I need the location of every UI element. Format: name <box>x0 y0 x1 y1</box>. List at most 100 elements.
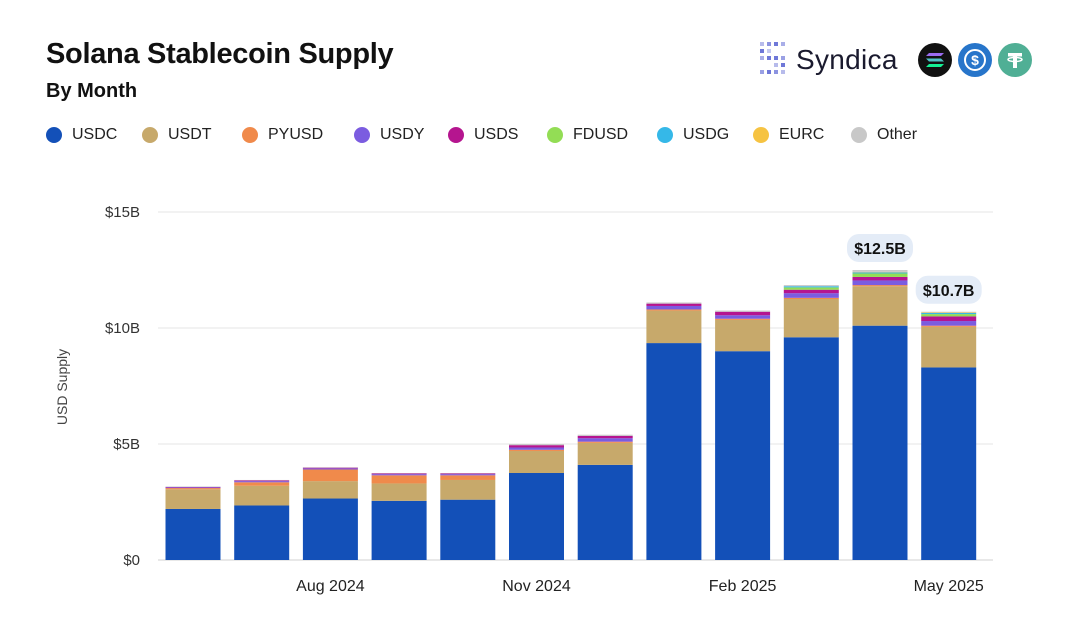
bar-segment-usdt <box>509 450 564 473</box>
usdc-coin-icon: $ <box>957 43 992 77</box>
bar-stack-6 <box>509 444 564 560</box>
bar-segment-usds <box>509 445 564 448</box>
x-tick-label: Nov 2024 <box>502 578 571 595</box>
legend-label: USDT <box>168 126 212 143</box>
y-tick-label: $0 <box>123 552 140 569</box>
bar-stack-9 <box>715 310 771 560</box>
tether-coin-icon <box>997 43 1032 77</box>
legend-item-usds[interactable]: USDS <box>448 126 547 144</box>
chart-subtitle: By Month <box>46 80 138 102</box>
total-annotation: $12.5B <box>847 234 913 262</box>
bar-segment-usdy <box>646 305 702 310</box>
bar-segment-usdt <box>646 310 702 344</box>
grid-lines <box>158 211 993 561</box>
bar-segment-usds <box>783 289 839 294</box>
chart-legend: USDC USDT PYUSD USDY USDS FDUSD USDG EURC Other <box>46 126 931 144</box>
legend-swatch <box>354 127 370 143</box>
bar-segment-other <box>577 434 633 436</box>
annotations: $12.5B $10.7B <box>847 234 982 304</box>
legend-swatch <box>657 127 673 143</box>
y-tick-label: $10B <box>105 320 140 337</box>
bar-segment-usdy <box>921 321 977 326</box>
legend-item-usdc[interactable]: USDC <box>46 126 142 144</box>
bar-segment-usdg <box>852 272 908 274</box>
bar-segment-pyusd <box>921 325 977 327</box>
legend-item-fdusd[interactable]: FDUSD <box>547 126 657 144</box>
bar-segment-pyusd <box>302 469 358 482</box>
legend-item-usdy[interactable]: USDY <box>354 126 448 144</box>
bar-segment-fdusd <box>783 287 839 290</box>
bar-segment-usdc <box>921 367 977 560</box>
bar-segment-usdc <box>509 473 564 560</box>
bar-segment-usdt <box>715 319 771 352</box>
bar-segment-pyusd <box>852 285 908 287</box>
legend-label: FDUSD <box>573 126 629 143</box>
bar-segment-usdt <box>302 481 358 499</box>
bar-segment-usdy <box>371 474 427 476</box>
svg-text:$: $ <box>971 52 979 68</box>
bar-segment-usdt <box>921 326 977 368</box>
bar-segment-usdy <box>852 280 908 286</box>
x-tick-label: Aug 2024 <box>296 578 365 595</box>
annotation-badge <box>915 275 982 304</box>
bar-segment-usdc <box>852 325 908 560</box>
x-tick-label: May 2025 <box>914 578 984 595</box>
bar-segment-usdc <box>165 508 221 560</box>
legend-swatch <box>46 127 62 143</box>
bar-segment-other <box>509 444 564 446</box>
legend-swatch <box>547 127 563 143</box>
legend-item-usdt[interactable]: USDT <box>142 126 242 144</box>
bar-segment-usds <box>852 276 908 281</box>
bar-segment-usds <box>302 467 358 469</box>
bar-segment-pyusd <box>165 488 221 490</box>
solana-coin-icon <box>917 43 952 77</box>
bar-stack-12 <box>921 311 977 560</box>
legend-label: PYUSD <box>268 126 324 143</box>
chart-title: Solana Stablecoin Supply <box>46 38 394 70</box>
bar-segment-usdy <box>234 481 290 483</box>
bar-segment-usds <box>234 480 290 482</box>
bar-segment-usds <box>371 473 427 475</box>
legend-item-other[interactable]: Other <box>851 126 931 144</box>
bar-segment-usdt <box>577 442 633 465</box>
bar-stack-4 <box>371 473 427 560</box>
legend-item-usdg[interactable]: USDG <box>657 126 753 144</box>
y-tick-label: $15B <box>105 204 140 221</box>
annotation-label: $12.5B <box>854 241 906 258</box>
bar-segment-usdg <box>921 312 977 315</box>
bar-segment-pyusd <box>646 309 702 311</box>
y-axis: $0 $5B $10B $15B <box>105 204 140 569</box>
y-axis-label: USD Supply <box>54 349 70 425</box>
legend-swatch <box>851 127 867 143</box>
bar-segment-usdg <box>783 286 839 288</box>
bar-segment-fdusd <box>852 273 908 277</box>
bar-segment-usdt <box>783 299 839 338</box>
bar-segment-usdc <box>646 343 702 560</box>
legend-item-eurc[interactable]: EURC <box>753 126 851 144</box>
bar-segment-usdt <box>371 483 427 501</box>
bar-stack-10 <box>783 285 839 560</box>
bar-segment-other <box>783 285 839 287</box>
legend-swatch <box>753 127 769 143</box>
bar-stack-11 <box>852 270 908 560</box>
x-tick-label: Feb 2025 <box>709 578 777 595</box>
bar-segment-usds <box>715 311 771 316</box>
bar-segment-usdy <box>783 293 839 298</box>
bar-segment-usdc <box>783 337 839 560</box>
bar-segment-pyusd <box>371 475 427 484</box>
bar-segment-usdy <box>440 474 496 476</box>
bar-segment-usdc <box>577 464 633 560</box>
brand-bar: Syndica $ <box>758 38 1032 82</box>
legend-item-pyusd[interactable]: PYUSD <box>242 126 354 144</box>
bar-segment-usdc <box>371 500 427 560</box>
bar-segment-usdy <box>715 315 771 319</box>
bar-segment-usdc <box>440 499 496 560</box>
brand-name: Syndica <box>796 44 898 75</box>
bar-segment-usds <box>577 435 633 439</box>
bar-segment-pyusd <box>509 449 564 451</box>
legend-swatch <box>448 127 464 143</box>
bar-segment-other <box>646 302 702 304</box>
bar-segment-other <box>715 310 771 312</box>
legend-label: USDG <box>683 126 730 143</box>
